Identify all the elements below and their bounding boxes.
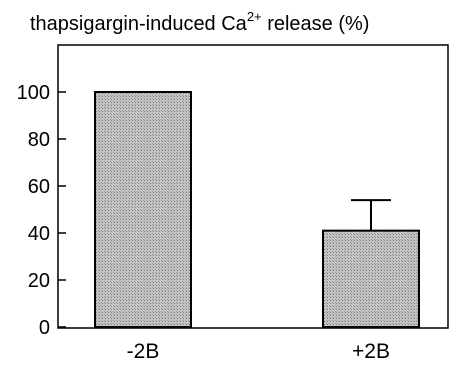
y-tick-label: 20 [28, 270, 50, 292]
bar-+2B [322, 229, 420, 328]
x-tick-label: -2B [127, 340, 160, 363]
chart-title: thapsigargin-induced Ca2+ release (%) [30, 9, 369, 35]
title-superscript: 2+ [247, 9, 262, 24]
x-tick-label: +2B [352, 340, 390, 363]
x-axis: -2B +2B [127, 340, 390, 363]
bars-group [94, 91, 420, 328]
y-tick-label: 40 [28, 223, 50, 245]
y-tick-label: 0 [39, 317, 50, 339]
title-main: thapsigargin-induced Ca [30, 13, 248, 35]
bar--2B [94, 91, 192, 328]
y-tick-label: 100 [17, 82, 50, 104]
y-tick-label: 60 [28, 176, 50, 198]
title-tail: release (%) [262, 13, 370, 35]
y-axis: 0 20 40 60 80 100 [17, 82, 66, 339]
y-tick-label: 80 [28, 129, 50, 151]
